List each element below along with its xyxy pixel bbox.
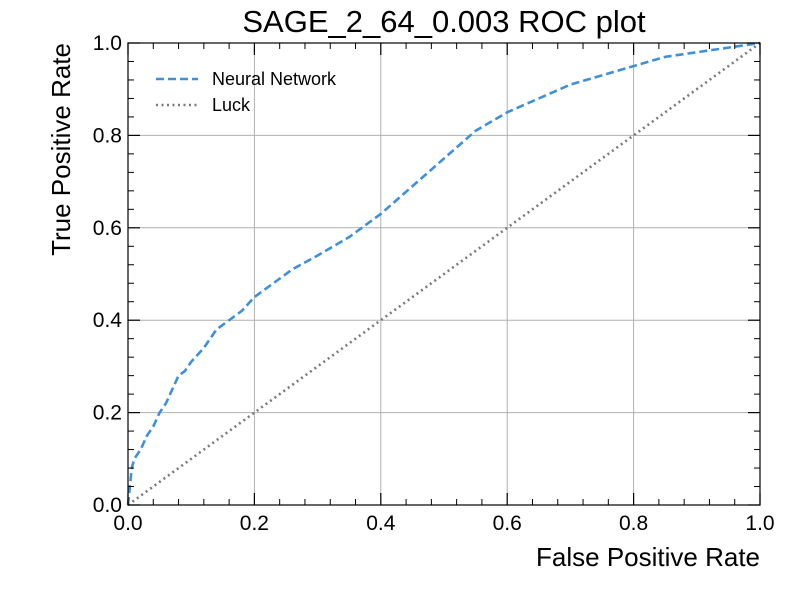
y-tick-label: 1.0 — [93, 32, 122, 55]
series-layer — [126, 41, 761, 507]
legend-label-neural-network: Neural Network — [212, 69, 337, 89]
x-tick-label: 1.0 — [745, 512, 774, 535]
x-tick-label: 0.2 — [240, 512, 269, 535]
x-tick-label: 0.6 — [493, 512, 522, 535]
legend-label-luck: Luck — [212, 95, 251, 115]
series-line-luck — [127, 41, 761, 507]
axis-ticks — [127, 42, 761, 506]
tick-labels: 0.0 0.2 0.4 0.6 0.8 1.0 0.0 0.2 0.4 0.6 0.8 1.0 — [93, 32, 775, 535]
y-tick-label: 0.2 — [93, 402, 122, 425]
x-tick-label: 0.8 — [619, 512, 648, 535]
y-tick-label: 0.8 — [93, 124, 122, 147]
legend: Neural Network Luck — [156, 69, 337, 115]
y-tick-label: 0.6 — [93, 217, 122, 240]
x-axis-label: False Positive Rate — [536, 542, 760, 572]
x-tick-label: 0.4 — [366, 512, 396, 535]
y-tick-label: 0.4 — [93, 309, 123, 332]
chart-title: SAGE_2_64_0.003 ROC plot — [242, 4, 646, 39]
series-line-neural-network — [126, 41, 761, 506]
x-tick-label: 0.0 — [113, 512, 142, 535]
y-tick-label: 0.0 — [93, 494, 122, 517]
plot-frame — [127, 42, 761, 506]
y-axis-label: True Positive Rate — [46, 43, 76, 256]
